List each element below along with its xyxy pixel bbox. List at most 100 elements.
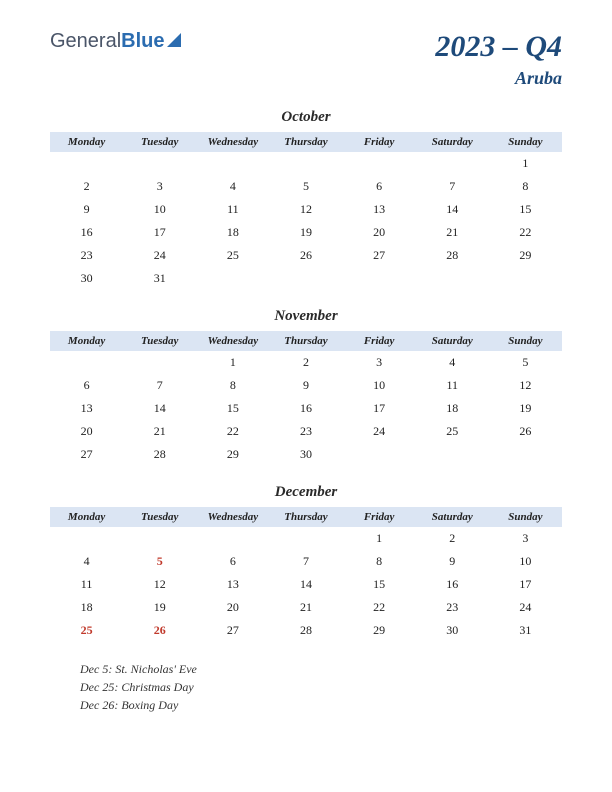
- day-header: Tuesday: [123, 132, 196, 152]
- calendar-cell: 20: [196, 596, 269, 619]
- calendar-cell: [269, 267, 342, 290]
- calendar-cell: 13: [50, 397, 123, 420]
- month-block: NovemberMondayTuesdayWednesdayThursdayFr…: [50, 308, 562, 466]
- calendar-cell: 15: [196, 397, 269, 420]
- header: GeneralBlue 2023 – Q4 Aruba: [50, 30, 562, 89]
- calendar-cell: [269, 527, 342, 550]
- day-header: Saturday: [416, 507, 489, 527]
- month-title: December: [50, 484, 562, 501]
- day-header: Thursday: [269, 331, 342, 351]
- calendar-cell: 10: [489, 550, 562, 573]
- calendar-cell: 22: [489, 221, 562, 244]
- calendar-cell: 27: [196, 619, 269, 642]
- triangle-icon: [167, 33, 181, 47]
- calendar-cell: 4: [196, 175, 269, 198]
- calendar-row: 13141516171819: [50, 397, 562, 420]
- calendar-cell: 24: [489, 596, 562, 619]
- logo: GeneralBlue: [50, 30, 181, 53]
- day-header: Sunday: [489, 507, 562, 527]
- calendar-cell: 16: [50, 221, 123, 244]
- calendar-cell: 27: [50, 443, 123, 466]
- calendar-cell: 9: [269, 374, 342, 397]
- calendar-cell: [196, 527, 269, 550]
- calendar-row: 18192021222324: [50, 596, 562, 619]
- calendar-cell: 9: [416, 550, 489, 573]
- calendar-cell: 17: [123, 221, 196, 244]
- calendar-row: 3031: [50, 267, 562, 290]
- calendar-cell: 5: [123, 550, 196, 573]
- calendar-cell: 8: [489, 175, 562, 198]
- calendar-row: 25262728293031: [50, 619, 562, 642]
- day-header: Thursday: [269, 132, 342, 152]
- calendar-cell: 25: [416, 420, 489, 443]
- calendar-cell: 28: [123, 443, 196, 466]
- calendar-cell: 21: [269, 596, 342, 619]
- calendar-cell: 28: [269, 619, 342, 642]
- calendar-cell: 21: [416, 221, 489, 244]
- calendar-cell: 12: [489, 374, 562, 397]
- calendar-cell: 14: [416, 198, 489, 221]
- calendar-cell: 12: [123, 573, 196, 596]
- calendar-cell: 22: [343, 596, 416, 619]
- calendar-cell: 14: [269, 573, 342, 596]
- calendar-table: MondayTuesdayWednesdayThursdayFridaySatu…: [50, 132, 562, 290]
- day-header: Friday: [343, 331, 416, 351]
- calendar-cell: 18: [196, 221, 269, 244]
- calendar-cell: 26: [489, 420, 562, 443]
- calendar-row: 6789101112: [50, 374, 562, 397]
- calendar-row: 12345: [50, 351, 562, 374]
- day-header: Saturday: [416, 331, 489, 351]
- calendar-cell: 30: [269, 443, 342, 466]
- calendar-cell: 15: [489, 198, 562, 221]
- calendar-cell: 5: [489, 351, 562, 374]
- calendar-cell: [123, 152, 196, 175]
- calendar-cell: 4: [416, 351, 489, 374]
- calendar-cell: 7: [416, 175, 489, 198]
- calendar-cell: 9: [50, 198, 123, 221]
- logo-text-2: Blue: [121, 30, 164, 53]
- calendar-cell: 31: [489, 619, 562, 642]
- calendar-row: 1: [50, 152, 562, 175]
- holidays-list: Dec 5: St. Nicholas' EveDec 25: Christma…: [50, 660, 562, 714]
- months-container: OctoberMondayTuesdayWednesdayThursdayFri…: [50, 109, 562, 642]
- month-title: October: [50, 109, 562, 126]
- calendar-cell: 25: [196, 244, 269, 267]
- logo-text-1: General: [50, 30, 121, 53]
- calendar-cell: 26: [123, 619, 196, 642]
- holiday-entry: Dec 5: St. Nicholas' Eve: [80, 660, 562, 678]
- holiday-entry: Dec 26: Boxing Day: [80, 696, 562, 714]
- calendar-cell: 12: [269, 198, 342, 221]
- month-title: November: [50, 308, 562, 325]
- calendar-cell: 10: [343, 374, 416, 397]
- calendar-row: 16171819202122: [50, 221, 562, 244]
- calendar-cell: 3: [343, 351, 416, 374]
- calendar-cell: 7: [269, 550, 342, 573]
- calendar-cell: 10: [123, 198, 196, 221]
- calendar-cell: [343, 267, 416, 290]
- calendar-cell: [50, 351, 123, 374]
- day-header: Monday: [50, 331, 123, 351]
- calendar-cell: 1: [343, 527, 416, 550]
- calendar-cell: [123, 527, 196, 550]
- country-name: Aruba: [435, 68, 562, 89]
- calendar-row: 123: [50, 527, 562, 550]
- day-header: Wednesday: [196, 331, 269, 351]
- calendar-cell: 7: [123, 374, 196, 397]
- calendar-cell: 20: [343, 221, 416, 244]
- day-header: Wednesday: [196, 507, 269, 527]
- calendar-cell: 8: [196, 374, 269, 397]
- day-header: Friday: [343, 132, 416, 152]
- calendar-cell: 13: [343, 198, 416, 221]
- calendar-cell: 24: [343, 420, 416, 443]
- day-header: Thursday: [269, 507, 342, 527]
- calendar-cell: 23: [50, 244, 123, 267]
- day-header: Monday: [50, 507, 123, 527]
- calendar-row: 45678910: [50, 550, 562, 573]
- calendar-cell: 17: [343, 397, 416, 420]
- calendar-cell: 18: [416, 397, 489, 420]
- calendar-cell: 31: [123, 267, 196, 290]
- calendar-cell: 19: [123, 596, 196, 619]
- calendar-cell: 13: [196, 573, 269, 596]
- day-header: Sunday: [489, 132, 562, 152]
- calendar-row: 27282930: [50, 443, 562, 466]
